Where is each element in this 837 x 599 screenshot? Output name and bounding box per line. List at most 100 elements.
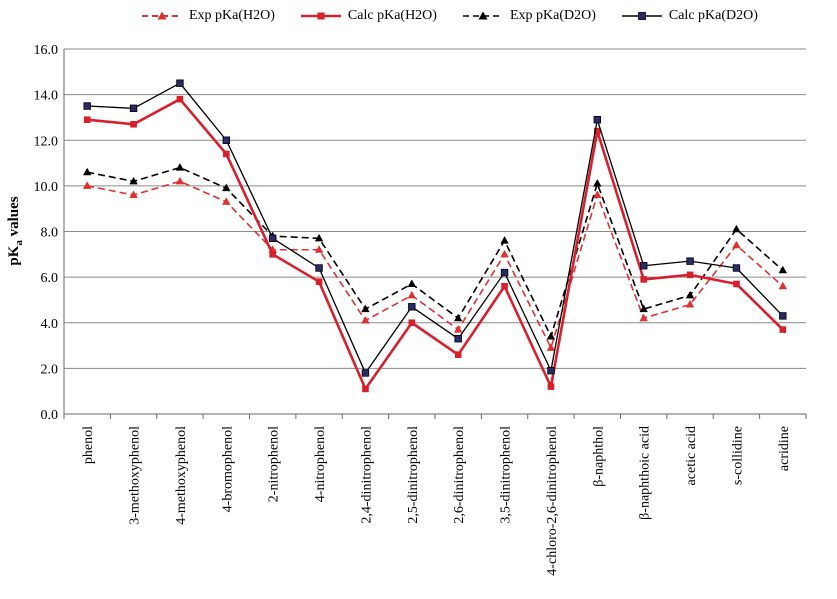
x-tick-label: 2,5-dinitrophenol <box>406 426 421 524</box>
y-axis-label-sub: a <box>13 240 25 246</box>
y-tick-label: 12.0 <box>34 134 59 149</box>
axes: 0.0 2.0 4.0 6.0 8.0 10.0 12.0 14.0 16.0 phenol 3-m… <box>34 43 807 576</box>
x-tick-label: β-naphthoic acid <box>638 426 653 520</box>
data-point <box>685 300 695 308</box>
x-tick-label: 3-methoxyphenol <box>128 426 143 525</box>
series-line <box>87 180 784 349</box>
y-axis-label: pKa values <box>6 196 25 265</box>
data-point <box>175 163 185 171</box>
data-point <box>82 181 92 189</box>
data-point <box>686 257 694 265</box>
data-point <box>547 383 555 390</box>
legend-item-calc-d2o: Calc pKa(D2O) <box>620 8 758 24</box>
data-point <box>453 325 463 333</box>
series-line <box>87 82 784 374</box>
data-point <box>546 331 556 340</box>
data-point <box>778 281 788 290</box>
y-axis-label-main: pK <box>6 245 22 265</box>
data-point <box>453 313 463 322</box>
y-tick-label: 8.0 <box>41 226 59 241</box>
x-tick-label: 4-nitrophenol <box>313 426 328 502</box>
data-point <box>315 278 323 285</box>
legend-item-calc-h2o: Calc pKa(H2O) <box>299 8 437 24</box>
x-tick-label: 2-nitrophenol <box>267 426 282 502</box>
legend-label-exp-d2o: Exp pKa(D2O) <box>509 8 596 23</box>
data-point <box>500 268 509 277</box>
x-tick-label: 4-chloro-2,6-dinitrophenol <box>545 426 560 576</box>
legend-swatch-calc-h2o <box>300 12 341 20</box>
y-tick-label: 10.0 <box>34 180 59 195</box>
series-lines <box>82 79 788 393</box>
data-point <box>639 304 648 313</box>
data-point <box>314 245 324 253</box>
legend-swatch-exp-h2o <box>142 11 182 20</box>
data-point <box>83 116 91 124</box>
data-point <box>778 265 788 274</box>
data-point <box>639 262 648 270</box>
legend: Exp pKa(H2O) Calc pKa(H2O) Exp pKa(D2O) … <box>140 8 758 24</box>
data-point <box>686 271 694 279</box>
legend-item-exp-d2o: Exp pKa(D2O) <box>461 8 596 24</box>
data-point <box>83 102 91 110</box>
data-point <box>268 234 277 243</box>
data-point <box>546 343 556 351</box>
series-line <box>87 97 784 391</box>
x-tick-label: β-naphthol <box>591 426 606 487</box>
data-point <box>454 351 462 358</box>
x-tick-label: s-collidine <box>730 426 745 485</box>
data-point <box>361 315 370 324</box>
data-point <box>408 319 416 327</box>
y-tick-label: 2.0 <box>41 362 59 377</box>
data-point <box>269 251 276 258</box>
x-tick-label: acridine <box>777 426 792 471</box>
legend-label-calc-h2o: Calc pKa(H2O) <box>347 8 437 23</box>
data-point <box>129 176 138 185</box>
data-point <box>222 197 231 205</box>
data-point <box>408 303 416 311</box>
series-1 <box>83 95 787 393</box>
data-point <box>733 280 740 288</box>
series-line <box>87 166 784 338</box>
legend-label-calc-d2o: Calc pKa(D2O) <box>668 8 758 23</box>
y-tick-label: 4.0 <box>41 317 59 332</box>
y-tick-label: 14.0 <box>34 89 59 104</box>
data-point <box>407 279 417 287</box>
data-point <box>129 190 138 198</box>
data-point <box>640 276 647 283</box>
data-point <box>593 116 602 124</box>
x-tick-label: 4-methoxyphenol <box>174 426 189 525</box>
data-point <box>639 313 648 322</box>
data-point <box>361 304 370 313</box>
data-point <box>593 179 602 187</box>
series-3 <box>83 79 787 377</box>
data-point <box>361 369 370 377</box>
data-point <box>314 233 324 242</box>
data-point <box>362 385 369 393</box>
y-tick-label: 0.0 <box>41 408 59 423</box>
series-0 <box>82 176 788 351</box>
data-point <box>175 176 185 185</box>
data-point <box>222 136 231 144</box>
x-tick-label: 2,6-dinitrophenol <box>452 426 467 524</box>
data-point <box>779 326 787 333</box>
y-tick-label: 16.0 <box>34 43 59 58</box>
data-point <box>500 236 509 244</box>
data-point <box>129 104 138 113</box>
data-point <box>594 127 601 135</box>
legend-item-exp-h2o: Exp pKa(H2O) <box>140 8 275 24</box>
x-tick-label: 4-bromophenol <box>220 426 235 512</box>
x-tick-label: phenol <box>81 426 96 464</box>
data-point <box>593 190 602 198</box>
y-tick-label: 6.0 <box>41 271 59 286</box>
gridlines <box>64 48 806 415</box>
data-point <box>454 335 462 343</box>
data-point <box>315 264 323 272</box>
x-tick-label: acetic acid <box>684 426 699 485</box>
data-point <box>547 366 555 375</box>
y-axis-label-rest: values <box>6 196 22 240</box>
x-tick-label: 2,4-dinitrophenol <box>359 426 374 524</box>
data-point <box>176 95 184 103</box>
data-point <box>82 167 92 176</box>
data-point <box>130 120 137 128</box>
